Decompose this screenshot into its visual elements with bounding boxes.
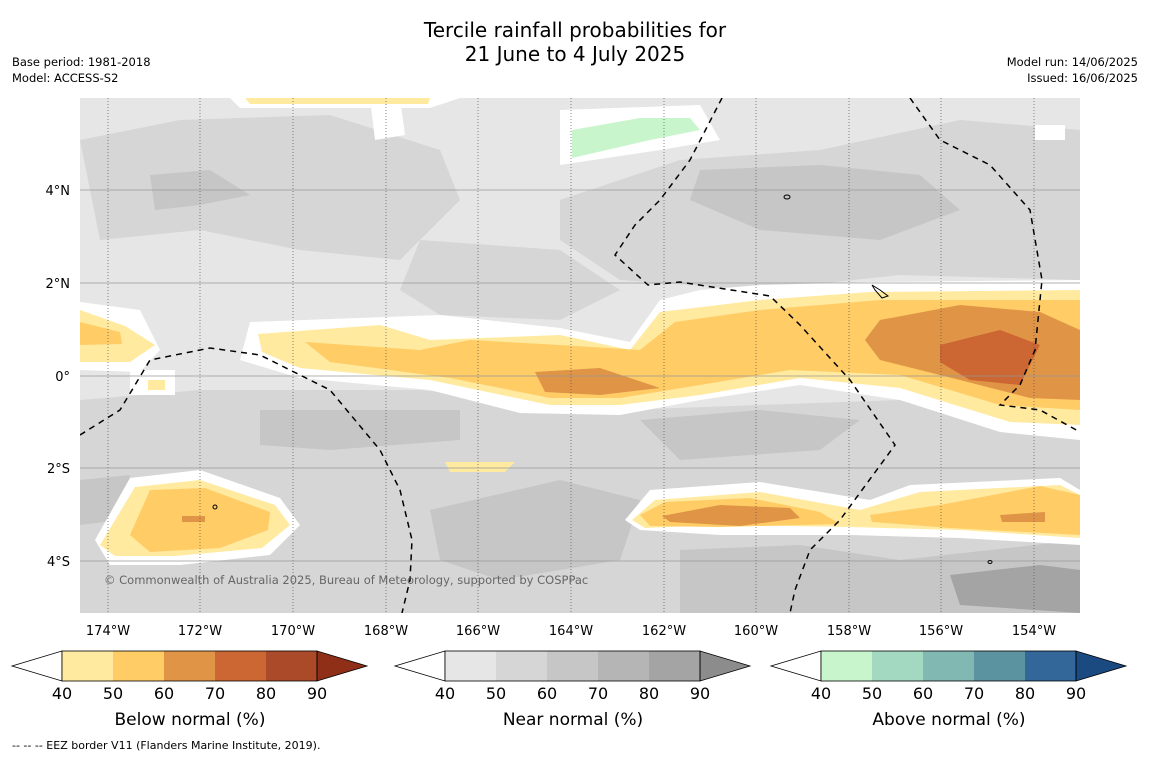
colorbar-label-below: Below normal (%)	[115, 710, 266, 730]
cbar-tick: 50	[103, 684, 123, 703]
cbar-tick: 50	[862, 684, 882, 703]
issued-date: Issued: 16/06/2025	[1027, 71, 1138, 85]
map-title: Tercile rainfall probabilities for 21 Ju…	[0, 18, 1150, 66]
cbar-tick: 70	[964, 684, 984, 703]
lon-label: 162°W	[642, 624, 686, 639]
lon-label: 168°W	[364, 624, 408, 639]
lat-label: 2°S	[47, 462, 70, 477]
lat-label: 2°N	[46, 277, 71, 292]
cbar-tick: 60	[537, 684, 557, 703]
title-line-1: Tercile rainfall probabilities for	[423, 18, 727, 42]
cbar-tick: 90	[307, 684, 327, 703]
lon-label: 164°W	[549, 624, 593, 639]
lat-axis-labels: 4°N 2°N 0° 2°S 4°S	[46, 184, 71, 570]
colorbar-labels: Below normal (%) Near normal (%) Above n…	[115, 710, 1026, 730]
base-period: Base period: 1981-2018	[12, 55, 151, 69]
lon-label: 174°W	[86, 624, 130, 639]
cbar-tick: 50	[486, 684, 506, 703]
cbar-tick: 80	[256, 684, 276, 703]
lat-label: 4°S	[47, 555, 70, 570]
eez-footnote: -- -- -- EEZ border V11 (Flanders Marine…	[12, 739, 321, 752]
cbar-tick: 60	[154, 684, 174, 703]
lon-label: 166°W	[456, 624, 500, 639]
lon-label: 156°W	[919, 624, 963, 639]
lon-axis-labels: 174°W 172°W 170°W 168°W 166°W 164°W 162°…	[86, 624, 1056, 639]
cbar-tick: 90	[1066, 684, 1086, 703]
cbar-tick: 40	[52, 684, 72, 703]
cbar-tick: 80	[639, 684, 659, 703]
cbar-tick: 70	[205, 684, 225, 703]
model-name: Model: ACCESS-S2	[12, 71, 119, 85]
islands	[212, 194, 993, 564]
title-line-2: 21 June to 4 July 2025	[464, 42, 686, 66]
cbar-tick: 40	[435, 684, 455, 703]
lat-label: 0°	[55, 370, 70, 385]
colorbar-ticks: 40 50 60 70 80 90 40 50 60 70 80 90 40 5…	[52, 684, 1086, 703]
cbar-tick: 80	[1015, 684, 1035, 703]
near-normal-regions	[80, 115, 1080, 613]
copyright-text: © Commonwealth of Australia 2025, Bureau…	[104, 573, 588, 587]
colorbar-above-normal	[769, 650, 1128, 682]
cbar-tick: 60	[913, 684, 933, 703]
colorbar-near-normal	[393, 650, 752, 682]
cbar-tick: 90	[690, 684, 710, 703]
colorbar-label-near: Near normal (%)	[503, 710, 643, 730]
lon-label: 154°W	[1012, 624, 1056, 639]
eez-borders	[80, 98, 1080, 613]
cbar-tick: 70	[588, 684, 608, 703]
colorbar-label-above: Above normal (%)	[872, 710, 1025, 730]
lon-label: 158°W	[827, 624, 871, 639]
meta-right: Model run: 14/06/2025 Issued: 16/06/2025	[1007, 54, 1138, 86]
colorbar-below-normal	[10, 650, 369, 682]
meta-left: Base period: 1981-2018 Model: ACCESS-S2	[12, 54, 151, 86]
map-field	[80, 98, 1080, 613]
lat-label: 4°N	[46, 184, 71, 199]
lon-label: 160°W	[734, 624, 778, 639]
cbar-tick: 40	[811, 684, 831, 703]
longitude-gridlines	[107, 98, 1035, 613]
model-run: Model run: 14/06/2025	[1006, 55, 1138, 69]
below-normal-regions	[80, 98, 1080, 556]
lon-label: 172°W	[178, 624, 222, 639]
lon-label: 170°W	[271, 624, 315, 639]
above-normal-region	[572, 118, 700, 158]
latitude-gridlines	[80, 189, 1080, 562]
